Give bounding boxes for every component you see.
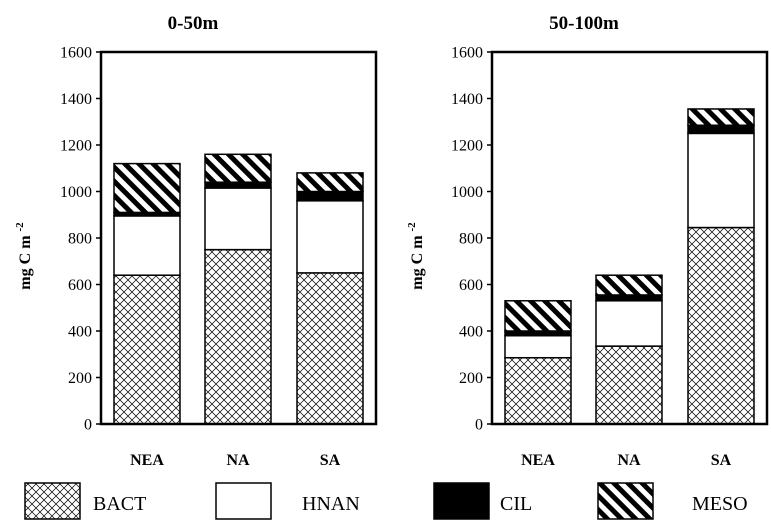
- bar-segment-meso-nea: [113, 162, 181, 214]
- bar-segment-hnan-nea: [504, 334, 572, 359]
- bar-segment-cil-na: [204, 181, 272, 189]
- y-tick-label: 1400: [451, 91, 483, 108]
- bar-segment-bact-sa: [687, 226, 755, 425]
- y-axis-label: mg C m -2: [406, 222, 426, 290]
- legend-item-bact: BACT: [24, 482, 146, 520]
- legend-item-cil: CIL: [433, 482, 532, 520]
- y-tick-label: 400: [68, 324, 92, 341]
- legend-label: HNAN: [302, 493, 360, 515]
- bar-segment-meso-na: [595, 274, 663, 296]
- y-tick-label: 1200: [60, 138, 92, 155]
- chart-title: 0-50m: [168, 13, 219, 34]
- plot-frame: [490, 50, 769, 426]
- bar-segment-hnan-nea: [113, 215, 181, 276]
- legend-swatch: [215, 482, 272, 520]
- bar-segment-bact-nea: [504, 356, 572, 425]
- legend-swatch: [597, 482, 654, 520]
- y-tick-label: 1600: [60, 45, 92, 62]
- bar-segment-bact-na: [204, 248, 272, 425]
- legend-item-hnan: HNAN: [215, 482, 360, 520]
- legend-label: MESO: [692, 493, 748, 515]
- y-tick-label: 800: [459, 231, 483, 248]
- bar-segment-meso-na: [204, 153, 272, 183]
- y-tick-label: 1400: [60, 91, 92, 108]
- x-category-label: SA: [320, 452, 341, 469]
- y-tick-label: 1000: [451, 184, 483, 201]
- legend-swatch: [433, 482, 490, 520]
- legend-item-meso: MESO: [597, 482, 748, 520]
- bar-segment-hnan-sa: [296, 200, 364, 274]
- x-category-label: NEA: [130, 452, 164, 469]
- y-tick-label: 0: [84, 417, 92, 434]
- bar-segment-meso-sa: [296, 172, 364, 193]
- bar-segment-hnan-na: [204, 187, 272, 251]
- y-tick-label: 800: [68, 231, 92, 248]
- bar-segment-hnan-sa: [687, 132, 755, 229]
- bar-segment-cil-sa: [296, 190, 364, 202]
- y-tick-label: 0: [475, 417, 483, 434]
- legend-label: BACT: [93, 493, 146, 515]
- x-category-label: NEA: [521, 452, 555, 469]
- y-tick-label: 1600: [451, 45, 483, 62]
- chart-panel-2: 50-100m 0 200 400 600 800 1000 1200 1400 1600 mg C…: [406, 13, 769, 469]
- x-category-label: NA: [226, 452, 250, 469]
- bar-segment-bact-nea: [113, 274, 181, 425]
- y-tick-label: 600: [459, 277, 483, 294]
- y-tick-label: 400: [459, 324, 483, 341]
- bar-segment-bact-sa: [296, 272, 364, 425]
- bar-segment-bact-na: [595, 345, 663, 425]
- y-tick-label: 200: [68, 370, 92, 387]
- legend-label: CIL: [500, 493, 532, 515]
- chart-title: 50-100m: [549, 13, 619, 34]
- chart-legend: BACT HNAN CIL MESO: [24, 482, 748, 520]
- y-axis-label: mg C m -2: [14, 222, 34, 290]
- bar-segment-meso-nea: [504, 300, 572, 332]
- bar-segment-meso-sa: [687, 108, 755, 126]
- y-tick-label: 1200: [451, 138, 483, 155]
- y-tick-label: 600: [68, 277, 92, 294]
- bar-segment-hnan-na: [595, 300, 663, 347]
- y-tick-label: 1000: [60, 184, 92, 201]
- x-category-label: NA: [617, 452, 641, 469]
- chart-panel-1: 0-50m 0 200 400 600 800 1000 1200 1400 1600 mg C m…: [14, 13, 378, 469]
- legend-swatch: [24, 482, 81, 520]
- chart-panels: 0-50m 0 200 400 600 800 1000 1200 1400 1600 mg C m…: [14, 13, 769, 469]
- bar-segment-cil-sa: [687, 124, 755, 135]
- x-category-label: SA: [711, 452, 732, 469]
- plot-frame: [99, 50, 378, 426]
- y-tick-label: 200: [459, 370, 483, 387]
- bar-segment-cil-na: [595, 294, 663, 302]
